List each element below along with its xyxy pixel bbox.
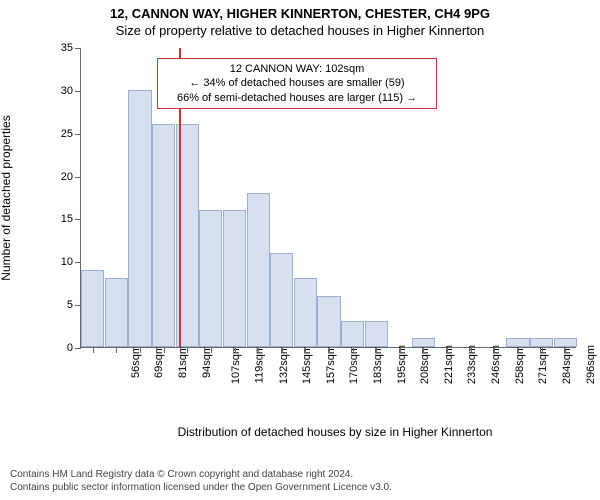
histogram-bar [223, 210, 246, 347]
x-tick [116, 347, 117, 353]
x-tick-label: 296sqm [585, 345, 597, 384]
x-tick [400, 347, 401, 353]
x-tick-label: 107sqm [230, 345, 242, 384]
histogram-bar [506, 338, 529, 347]
x-tick-label: 258sqm [514, 345, 526, 384]
histogram-bar [199, 210, 222, 347]
histogram-bar [128, 90, 151, 347]
x-tick [494, 347, 495, 353]
histogram-bar [270, 253, 293, 347]
y-tick-label: 0 [67, 342, 81, 354]
x-tick-label: 119sqm [253, 345, 265, 383]
x-tick-label: 208sqm [419, 345, 431, 384]
histogram-bar [412, 338, 435, 347]
plot-area: 0510152025303556sqm69sqm81sqm94sqm107sqm… [80, 48, 576, 348]
chart-container: Number of detached properties 0510152025… [48, 48, 576, 378]
x-tick [518, 347, 519, 353]
x-tick [282, 347, 283, 353]
histogram-bar [105, 278, 128, 347]
credits: Contains HM Land Registry data © Crown c… [10, 469, 392, 494]
x-axis-label: Distribution of detached houses by size … [80, 425, 590, 439]
x-tick [258, 347, 259, 353]
x-tick-label: 246sqm [490, 345, 502, 384]
x-tick-label: 170sqm [349, 345, 361, 384]
histogram-bar [341, 321, 364, 347]
x-tick-label: 271sqm [537, 345, 549, 384]
histogram-bar [81, 270, 104, 347]
x-tick [353, 347, 354, 353]
x-tick [235, 347, 236, 353]
x-tick-label: 195sqm [396, 345, 408, 384]
x-tick [376, 347, 377, 353]
y-tick-label: 5 [67, 299, 81, 311]
x-tick [93, 347, 94, 353]
histogram-bar [317, 296, 340, 347]
y-tick-label: 35 [61, 42, 81, 54]
y-tick-label: 10 [61, 256, 81, 268]
y-tick-label: 20 [61, 171, 81, 183]
histogram-bar [152, 124, 175, 347]
page-title: 12, CANNON WAY, HIGHER KINNERTON, CHESTE… [0, 0, 600, 21]
x-tick [211, 347, 212, 353]
annotation-line2: ← 34% of detached houses are smaller (59… [164, 76, 430, 90]
histogram-bar [247, 193, 270, 347]
credits-line2: Contains public sector information licen… [10, 482, 392, 495]
x-tick [140, 347, 141, 353]
annotation-line1: 12 CANNON WAY: 102sqm [164, 62, 430, 76]
x-tick [471, 347, 472, 353]
x-tick [447, 347, 448, 353]
x-tick-label: 183sqm [372, 345, 384, 384]
annotation-line3: 66% of semi-detached houses are larger (… [164, 91, 430, 105]
histogram-bar [554, 338, 577, 347]
credits-line1: Contains HM Land Registry data © Crown c… [10, 469, 392, 482]
x-tick [329, 347, 330, 353]
histogram-bar [294, 278, 317, 347]
x-tick [305, 347, 306, 353]
x-tick-label: 145sqm [301, 345, 313, 384]
annotation-box: 12 CANNON WAY: 102sqm ← 34% of detached … [157, 58, 437, 109]
x-tick-label: 221sqm [443, 345, 455, 384]
x-tick [423, 347, 424, 353]
histogram-bar [530, 338, 553, 347]
y-tick-label: 30 [61, 85, 81, 97]
x-tick-label: 284sqm [561, 345, 573, 384]
y-axis-label: Number of detached properties [0, 115, 13, 280]
x-tick [187, 347, 188, 353]
page-subtitle: Size of property relative to detached ho… [0, 21, 600, 38]
y-tick-label: 25 [61, 128, 81, 140]
x-tick [164, 347, 165, 353]
x-tick [542, 347, 543, 353]
x-tick [565, 347, 566, 353]
x-tick-label: 233sqm [467, 345, 479, 384]
y-tick-label: 15 [61, 213, 81, 225]
x-tick-label: 157sqm [325, 345, 337, 384]
x-tick-label: 132sqm [278, 345, 290, 384]
histogram-bar [365, 321, 388, 347]
